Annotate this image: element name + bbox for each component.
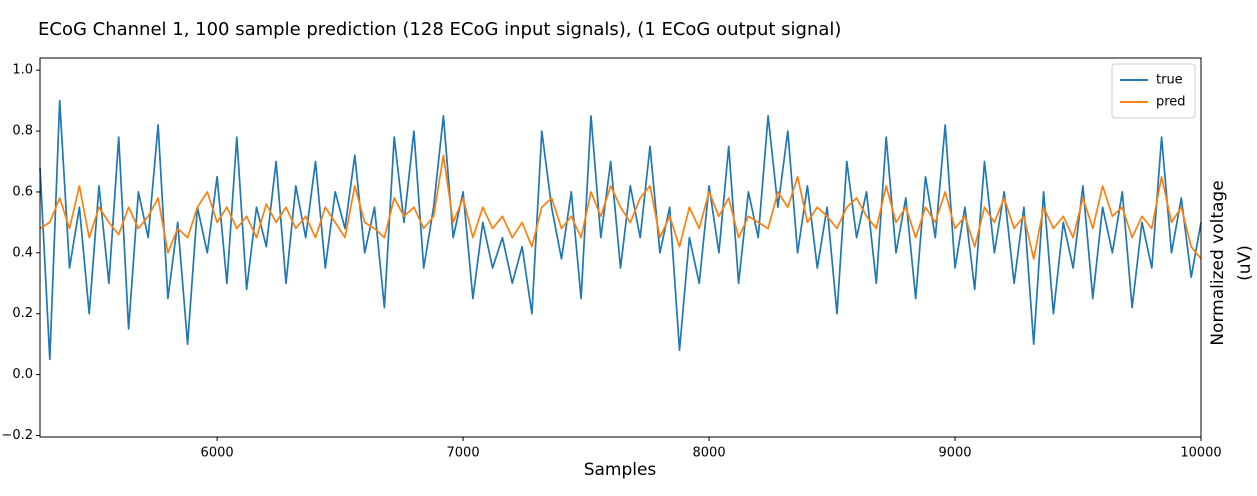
y-axis-label: Normalized voltage	[1208, 180, 1228, 345]
y-tick-label: −0.2	[1, 428, 33, 443]
series-line	[39, 99, 1202, 361]
x-tick-label: 9000	[938, 446, 971, 461]
y-axis-label: (uV)	[1235, 245, 1255, 281]
y-tick-label: 1.0	[12, 63, 33, 78]
legend-box	[1111, 63, 1196, 119]
y-tick-label: 0.2	[12, 306, 33, 321]
legend-label: true	[1156, 73, 1183, 88]
plot-frame	[39, 57, 1202, 438]
chart-title: ECoG Channel 1, 100 sample prediction (1…	[38, 19, 841, 40]
y-tick-label: 0.4	[12, 245, 33, 260]
x-axis-label: Samples	[584, 460, 657, 480]
x-tick-label: 10000	[1180, 446, 1221, 461]
y-tick-label: 0.0	[12, 367, 33, 382]
y-tick-label: 0.8	[12, 124, 33, 139]
y-tick-label: 0.6	[12, 184, 33, 199]
legend-label: pred	[1156, 95, 1186, 110]
x-tick-label: 6000	[201, 446, 234, 461]
x-tick-label: 8000	[693, 446, 726, 461]
x-tick-label: 7000	[447, 446, 480, 461]
series-line	[39, 154, 1202, 260]
